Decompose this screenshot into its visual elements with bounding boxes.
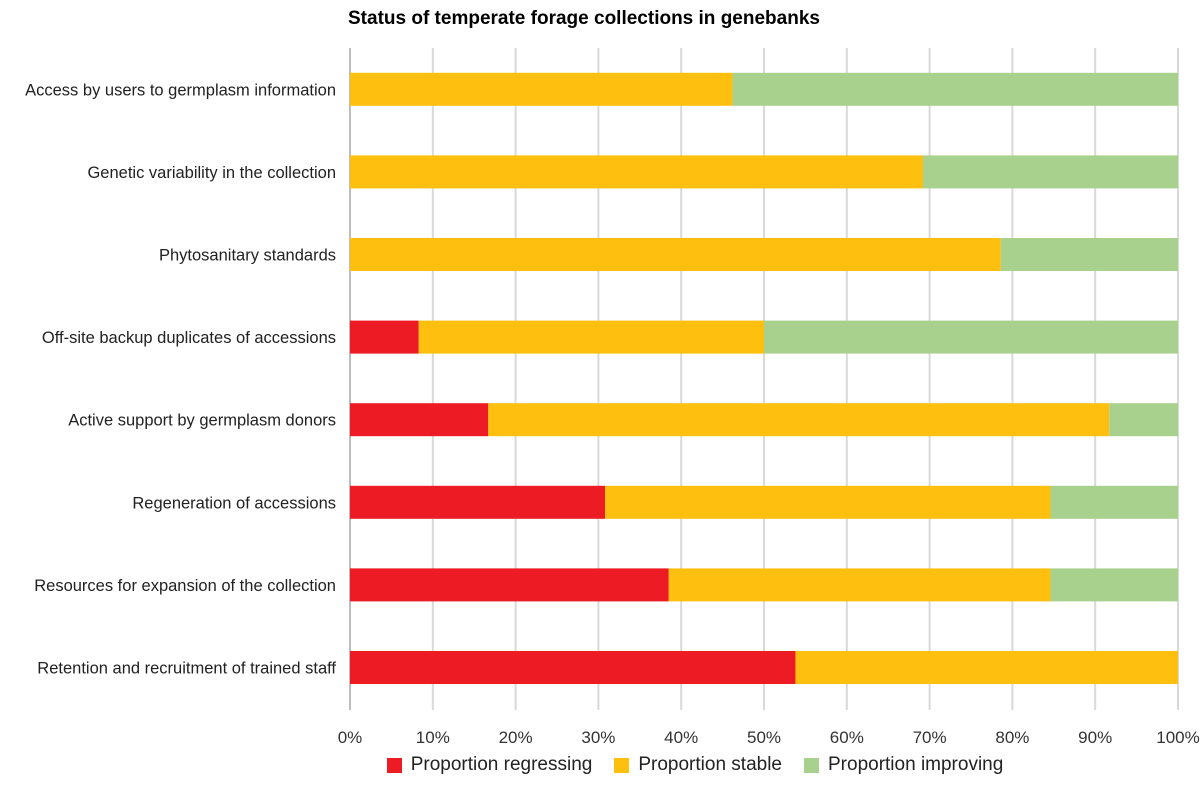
category-label: Retention and recruitment of trained sta… (37, 660, 336, 678)
bar-segment (922, 155, 1178, 189)
x-tick-label: 0% (338, 728, 363, 747)
bar-segment (350, 238, 1001, 271)
bar-segment (1050, 568, 1178, 602)
category-label: Regeneration of accessions (132, 494, 336, 512)
bar-segment (668, 568, 1051, 602)
x-tick-label: 70% (913, 728, 947, 747)
x-tick-label: 90% (1078, 728, 1112, 747)
bar-segment (418, 320, 764, 354)
legend-label-stable: Proportion stable (638, 754, 782, 775)
bar-segment (1109, 403, 1178, 437)
bar-segment (350, 568, 669, 602)
bar-segment (732, 72, 1178, 106)
bar-segment (350, 651, 796, 684)
category-labels: Access by users to germplasm information… (25, 81, 336, 677)
category-label: Off-site backup duplicates of accessions (42, 329, 336, 347)
legend-swatch-stable (614, 757, 630, 773)
x-tick-label: 50% (747, 728, 781, 747)
x-tick-label: 60% (830, 728, 864, 747)
bar-segment (350, 320, 419, 354)
bars (350, 72, 1178, 684)
x-tick-label: 40% (664, 728, 698, 747)
category-label: Phytosanitary standards (159, 247, 336, 265)
legend-label-improving: Proportion improving (828, 754, 1004, 775)
bar-segment (1050, 485, 1178, 519)
x-tick-label: 20% (499, 728, 533, 747)
x-axis-tick-labels: 0% 10% 20% 30% 40% 50% 60% 70% 80% 90% 100% (338, 728, 1200, 747)
legend-item-stable: Proportion stable (614, 754, 782, 776)
x-tick-label: 10% (416, 728, 450, 747)
category-label: Genetic variability in the collection (87, 164, 336, 182)
x-tick-label: 100% (1156, 728, 1199, 747)
legend-item-improving: Proportion improving (804, 754, 1003, 776)
legend-item-regressing: Proportion regressing (386, 754, 593, 776)
category-label: Active support by germplasm donors (68, 412, 336, 430)
category-label: Access by users to germplasm information (25, 81, 336, 99)
bar-segment (350, 155, 923, 189)
legend-swatch-regressing (386, 757, 402, 773)
bar-segment (488, 403, 1110, 437)
bar-segment (350, 403, 489, 437)
gridlines (349, 48, 1179, 710)
bar-segment (350, 485, 606, 519)
bar-segment (764, 320, 1178, 354)
legend-label-regressing: Proportion regressing (410, 754, 593, 775)
x-tick-label: 30% (581, 728, 615, 747)
bar-segment (350, 72, 733, 106)
legend-swatch-improving (804, 757, 819, 773)
chart-title: Status of temperate forage collections i… (348, 8, 820, 29)
legend: Proportion regressing Proportion stable … (0, 754, 1200, 776)
bar-segment (1000, 238, 1178, 271)
category-label: Resources for expansion of the collectio… (34, 577, 336, 595)
x-tick-label: 80% (995, 728, 1029, 747)
bar-segment (795, 651, 1178, 684)
bar-segment (605, 485, 1051, 519)
